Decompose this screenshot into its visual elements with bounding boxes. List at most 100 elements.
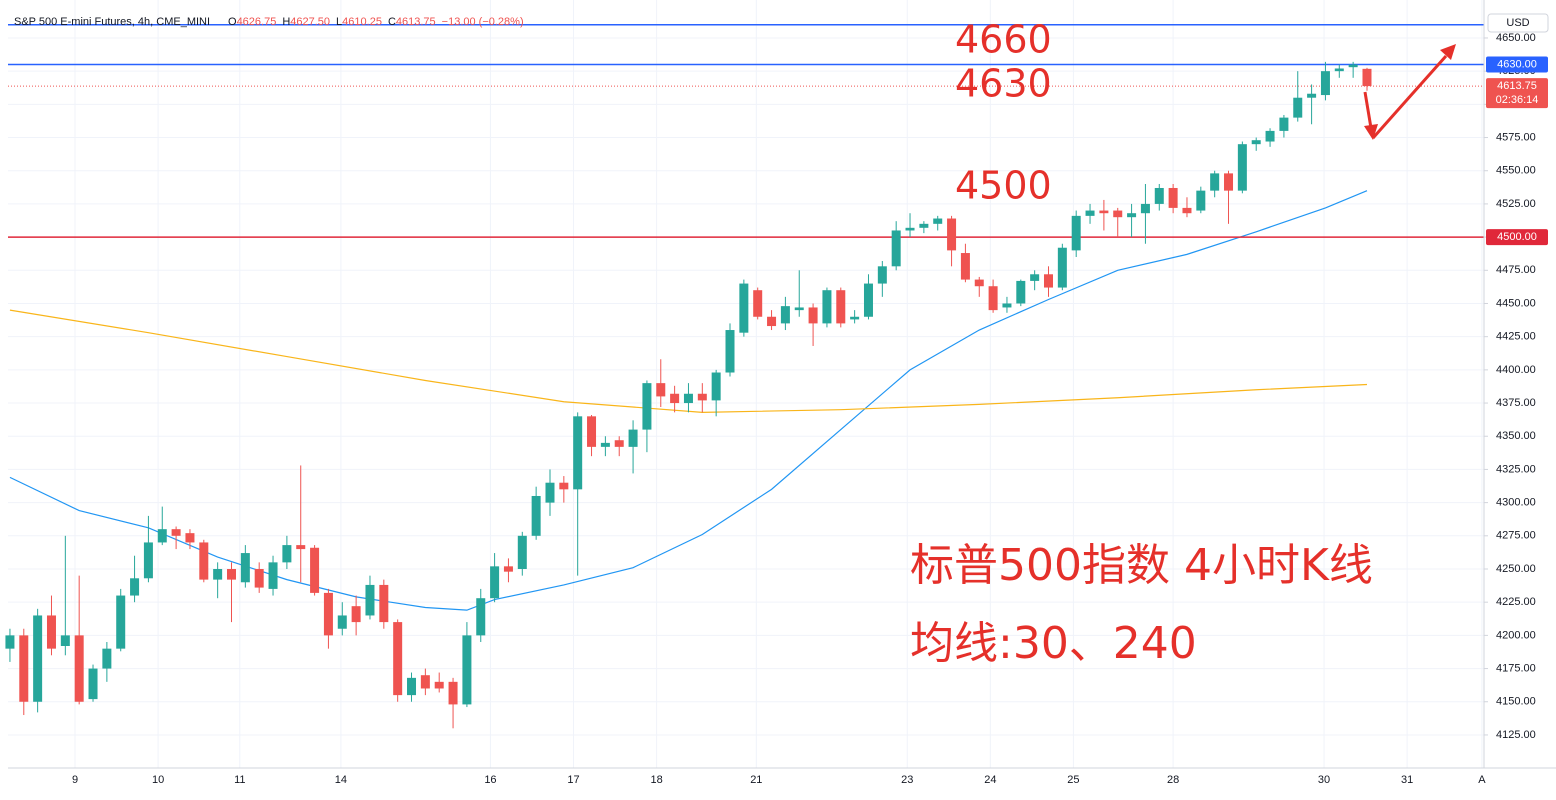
candle-body (1085, 210, 1095, 216)
candle-body (1030, 274, 1040, 281)
candle-body (19, 635, 29, 702)
quote-key: H (282, 16, 290, 28)
candle-body (254, 568, 264, 588)
x-tick-label: 17 (567, 774, 579, 786)
candle-body (559, 482, 569, 490)
candle-body (171, 529, 181, 536)
candle-body (5, 635, 15, 649)
candle-body (753, 290, 763, 317)
candle-body (711, 372, 721, 401)
x-tick-label: 10 (152, 774, 164, 786)
candle-body (531, 495, 541, 536)
candle-body (60, 635, 70, 646)
level-label: 4500.00 (1497, 231, 1537, 243)
candle-body (863, 283, 873, 317)
candle-body (407, 677, 417, 696)
candle-body (33, 615, 43, 702)
candle-body (282, 545, 292, 563)
candle-body (988, 286, 998, 311)
candle-body (1113, 210, 1123, 218)
y-tick-label: 4225.00 (1496, 596, 1536, 608)
candle-body (88, 668, 98, 700)
annotation: 均线:30、240 (910, 618, 1197, 669)
y-tick-label: 4200.00 (1496, 629, 1536, 641)
quote: O 4626.75 H 4627.50 L 4610.25 C 4613.75 −13.00 (… (228, 16, 524, 28)
candle-body (448, 681, 458, 705)
y-tick-label: 4175.00 (1496, 662, 1536, 674)
annotation: 标普500指数 4小时K线 (910, 540, 1373, 591)
x-tick-label: 11 (234, 774, 245, 786)
countdown: 02:36:14 (1496, 94, 1539, 106)
candle-body (1279, 117, 1289, 131)
candle-body (808, 307, 818, 324)
candle-body (1237, 144, 1247, 191)
candle-body (1154, 187, 1164, 204)
candle-body (1196, 190, 1206, 211)
candle-body (573, 416, 583, 490)
currency: USD (1506, 17, 1529, 29)
x-tick-label: 28 (1167, 774, 1179, 786)
x-tick-label: 9 (72, 774, 78, 786)
candle-body (974, 279, 984, 287)
last-price-label: 4613.75 (1497, 80, 1537, 92)
candle-body (74, 635, 84, 702)
candle-body (1210, 173, 1220, 191)
candle-body (365, 584, 375, 616)
candle-body (490, 566, 500, 599)
candle-body (1127, 213, 1137, 218)
candle-body (545, 482, 555, 503)
candle-body (1071, 215, 1081, 251)
x-tick-label: 24 (984, 774, 996, 786)
candle-body (587, 416, 597, 447)
candle-body (157, 529, 167, 543)
candle-body (1057, 247, 1067, 288)
candle-body (780, 306, 790, 324)
candle-body (614, 440, 624, 447)
candle-body (739, 283, 749, 333)
candle-body (1251, 140, 1261, 145)
candle-body (767, 316, 777, 327)
x-tick-label: A (1478, 774, 1486, 786)
candle-body (337, 615, 347, 629)
candle-body (947, 218, 957, 251)
last-price-box (1486, 78, 1548, 109)
x-tick-label: 14 (335, 774, 347, 786)
y-tick-label: 4250.00 (1496, 563, 1536, 575)
x-tick-label: 21 (750, 774, 762, 786)
annotation: 4630 (955, 62, 1052, 106)
candle-body (323, 592, 333, 636)
candle-body (919, 223, 929, 228)
candle-body (1168, 187, 1178, 208)
candle-body (462, 635, 472, 705)
candle-body (877, 266, 887, 284)
level-label-box (1486, 56, 1548, 73)
candle-body (933, 218, 943, 224)
candle-body (697, 393, 707, 401)
candle-body (1182, 207, 1192, 214)
y-tick-label: 4150.00 (1496, 696, 1536, 708)
quote-value: 4610.25 (342, 16, 382, 28)
level-label: 4630.00 (1497, 58, 1537, 70)
quote-value: −13.00 (−0.28%) (442, 16, 524, 28)
y-tick-label: 4125.00 (1496, 729, 1536, 741)
x-tick-label: 18 (650, 774, 662, 786)
level-label-box (1486, 229, 1548, 246)
x-tick-label: 31 (1401, 774, 1413, 786)
candle-body (1016, 280, 1026, 304)
quote-key: L (336, 16, 342, 28)
candle-body (1224, 173, 1234, 191)
candle-body (199, 542, 209, 580)
arrow-head (1440, 44, 1456, 60)
candle-body (213, 568, 223, 580)
candle-body (891, 230, 901, 267)
candle-body (1043, 274, 1053, 288)
y-tick-label: 4375.00 (1496, 397, 1536, 409)
y-tick-label: 4650.00 (1496, 32, 1536, 44)
arrow-down (1363, 91, 1373, 129)
candle-body (46, 615, 56, 649)
candle-body (503, 566, 513, 572)
moving-average (9, 190, 1368, 611)
